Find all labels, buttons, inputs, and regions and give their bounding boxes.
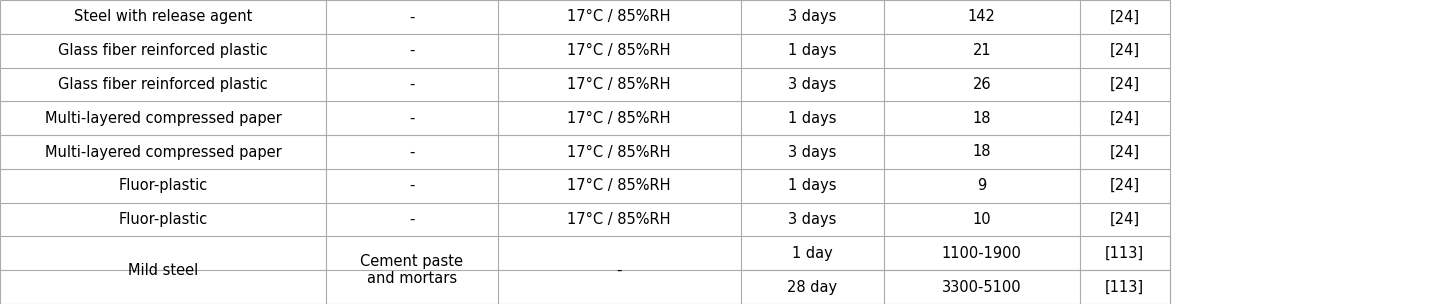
Text: 3 days: 3 days xyxy=(788,77,837,92)
Text: 17°C / 85%RH: 17°C / 85%RH xyxy=(568,144,671,160)
Text: 3 days: 3 days xyxy=(788,9,837,24)
Text: 26: 26 xyxy=(972,77,991,92)
Text: 142: 142 xyxy=(968,9,995,24)
Text: [24]: [24] xyxy=(1110,212,1140,227)
Text: 17°C / 85%RH: 17°C / 85%RH xyxy=(568,43,671,58)
Text: [113]: [113] xyxy=(1105,280,1144,295)
Text: 21: 21 xyxy=(972,43,991,58)
Text: [24]: [24] xyxy=(1110,111,1140,126)
Text: Cement paste
and mortars: Cement paste and mortars xyxy=(360,254,463,286)
Text: 1 day: 1 day xyxy=(792,246,832,261)
Text: 18: 18 xyxy=(972,144,991,160)
Text: 17°C / 85%RH: 17°C / 85%RH xyxy=(568,178,671,193)
Text: -: - xyxy=(409,178,415,193)
Text: 3 days: 3 days xyxy=(788,144,837,160)
Text: Steel with release agent: Steel with release agent xyxy=(74,9,252,24)
Text: -: - xyxy=(616,263,622,278)
Text: 1100-1900: 1100-1900 xyxy=(942,246,1021,261)
Text: Fluor-plastic: Fluor-plastic xyxy=(119,212,207,227)
Text: [24]: [24] xyxy=(1110,178,1140,193)
Text: 17°C / 85%RH: 17°C / 85%RH xyxy=(568,111,671,126)
Text: 1 days: 1 days xyxy=(788,178,837,193)
Text: 17°C / 85%RH: 17°C / 85%RH xyxy=(568,212,671,227)
Text: 17°C / 85%RH: 17°C / 85%RH xyxy=(568,77,671,92)
Text: 3 days: 3 days xyxy=(788,212,837,227)
Text: Fluor-plastic: Fluor-plastic xyxy=(119,178,207,193)
Text: 1 days: 1 days xyxy=(788,43,837,58)
Text: -: - xyxy=(409,43,415,58)
Text: 3300-5100: 3300-5100 xyxy=(942,280,1021,295)
Text: Mild steel: Mild steel xyxy=(127,263,199,278)
Text: -: - xyxy=(409,144,415,160)
Text: 18: 18 xyxy=(972,111,991,126)
Text: Multi-layered compressed paper: Multi-layered compressed paper xyxy=(44,111,282,126)
Text: Glass fiber reinforced plastic: Glass fiber reinforced plastic xyxy=(59,77,267,92)
Text: 28 day: 28 day xyxy=(787,280,838,295)
Text: 10: 10 xyxy=(972,212,991,227)
Text: Multi-layered compressed paper: Multi-layered compressed paper xyxy=(44,144,282,160)
Text: [113]: [113] xyxy=(1105,246,1144,261)
Text: [24]: [24] xyxy=(1110,144,1140,160)
Text: Glass fiber reinforced plastic: Glass fiber reinforced plastic xyxy=(59,43,267,58)
Text: -: - xyxy=(409,9,415,24)
Text: 1 days: 1 days xyxy=(788,111,837,126)
Text: 17°C / 85%RH: 17°C / 85%RH xyxy=(568,9,671,24)
Text: [24]: [24] xyxy=(1110,43,1140,58)
Text: -: - xyxy=(409,111,415,126)
Text: -: - xyxy=(409,77,415,92)
Text: [24]: [24] xyxy=(1110,77,1140,92)
Text: -: - xyxy=(409,212,415,227)
Text: [24]: [24] xyxy=(1110,9,1140,24)
Text: 9: 9 xyxy=(977,178,987,193)
